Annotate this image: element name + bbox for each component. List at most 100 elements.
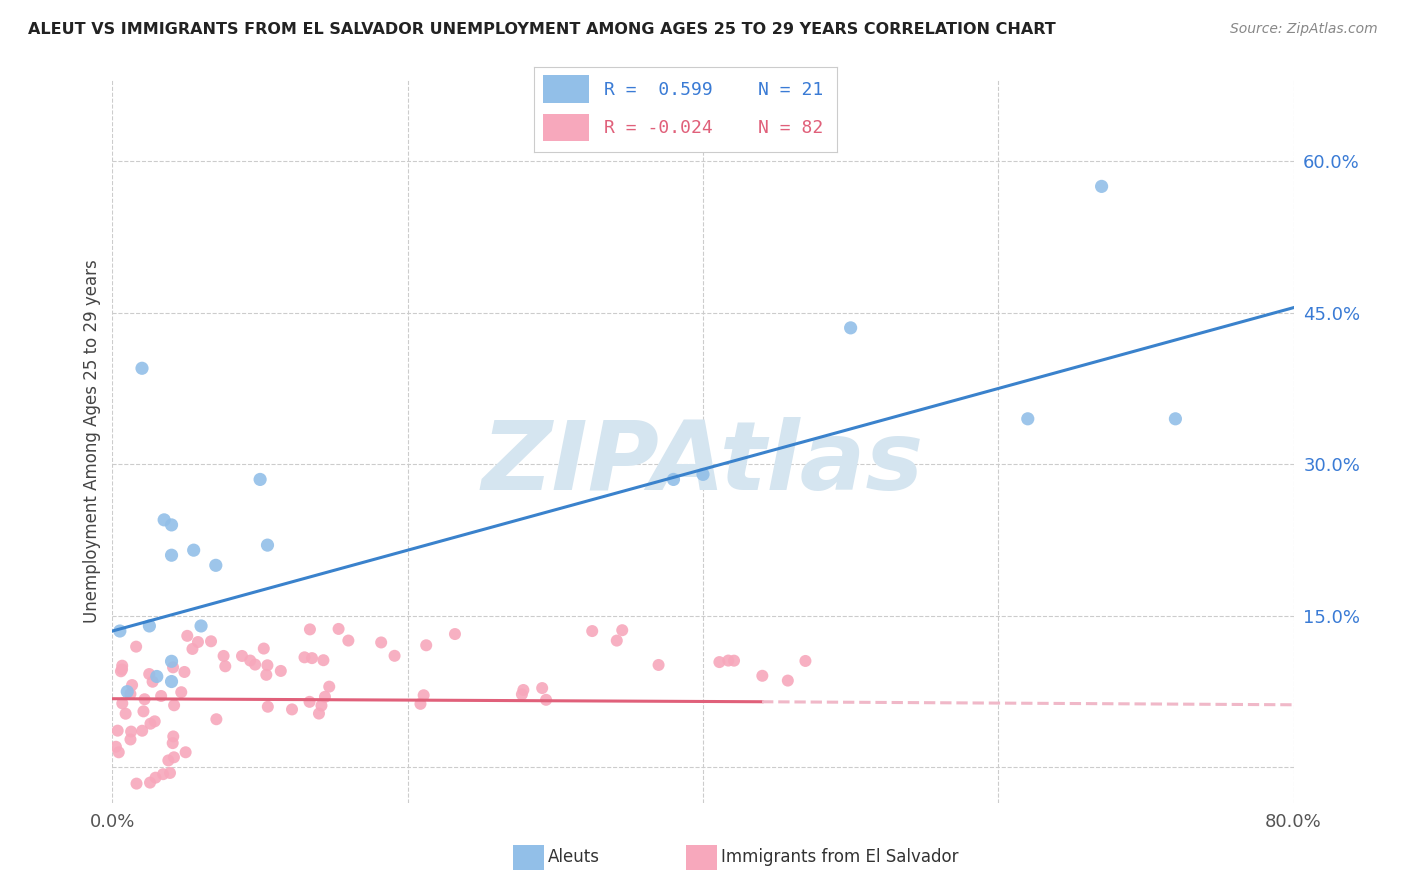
- Point: [190, 619, 212, 633]
- Point: [120, 724, 142, 739]
- Point: [111, 658, 134, 673]
- Point: [444, 627, 467, 641]
- Point: [162, 730, 184, 744]
- Point: [606, 633, 628, 648]
- Point: [231, 648, 253, 663]
- Point: [111, 697, 134, 711]
- Point: [163, 750, 186, 764]
- Point: [512, 683, 534, 698]
- Point: [138, 619, 160, 633]
- Point: [200, 634, 222, 648]
- Point: [311, 698, 333, 713]
- Point: [839, 321, 862, 335]
- Point: [1091, 179, 1114, 194]
- Text: ALEUT VS IMMIGRANTS FROM EL SALVADOR UNEMPLOYMENT AMONG AGES 25 TO 29 YEARS CORR: ALEUT VS IMMIGRANTS FROM EL SALVADOR UNE…: [28, 22, 1056, 37]
- Text: R =  0.599: R = 0.599: [603, 81, 713, 99]
- Point: [249, 472, 271, 486]
- Point: [107, 723, 129, 738]
- FancyBboxPatch shape: [543, 113, 589, 142]
- Point: [205, 558, 228, 573]
- Point: [181, 642, 204, 657]
- FancyBboxPatch shape: [543, 76, 589, 103]
- Point: [212, 648, 235, 663]
- Text: N = 21: N = 21: [758, 81, 824, 99]
- Point: [160, 548, 183, 562]
- Point: [131, 361, 153, 376]
- Point: [312, 653, 335, 667]
- Point: [318, 680, 340, 694]
- Point: [415, 638, 437, 652]
- Point: [117, 684, 138, 698]
- Point: [794, 654, 817, 668]
- Point: [146, 669, 169, 683]
- Point: [114, 706, 136, 721]
- Point: [173, 665, 195, 679]
- Point: [534, 693, 557, 707]
- Point: [143, 714, 166, 729]
- Point: [131, 723, 153, 738]
- Point: [183, 543, 205, 558]
- Point: [281, 702, 304, 716]
- Point: [121, 678, 143, 692]
- Point: [132, 704, 155, 718]
- Point: [412, 688, 434, 702]
- Point: [256, 658, 278, 673]
- Point: [692, 467, 714, 482]
- Point: [160, 674, 183, 689]
- Point: [301, 651, 323, 665]
- Point: [384, 648, 406, 663]
- Point: [110, 665, 132, 679]
- Point: [120, 732, 142, 747]
- Point: [270, 664, 292, 678]
- Point: [581, 624, 603, 638]
- Point: [139, 716, 162, 731]
- Point: [138, 667, 160, 681]
- Point: [125, 640, 148, 654]
- Point: [239, 654, 262, 668]
- Point: [717, 654, 740, 668]
- Text: Source: ZipAtlas.com: Source: ZipAtlas.com: [1230, 22, 1378, 37]
- Point: [157, 753, 180, 767]
- Point: [298, 695, 321, 709]
- Point: [162, 660, 184, 674]
- Point: [139, 775, 162, 789]
- Point: [145, 771, 167, 785]
- Point: [160, 517, 183, 532]
- Point: [409, 697, 432, 711]
- Point: [776, 673, 799, 688]
- Text: N = 82: N = 82: [758, 119, 824, 136]
- Point: [159, 766, 181, 780]
- Point: [662, 472, 685, 486]
- Point: [205, 712, 228, 726]
- Point: [176, 629, 198, 643]
- Point: [298, 623, 321, 637]
- Point: [751, 669, 773, 683]
- Point: [142, 674, 165, 689]
- Point: [1164, 412, 1187, 426]
- Point: [294, 650, 316, 665]
- Text: ZIPAtlas: ZIPAtlas: [482, 417, 924, 509]
- Point: [256, 699, 278, 714]
- Point: [337, 633, 360, 648]
- Point: [709, 655, 731, 669]
- Point: [328, 622, 350, 636]
- Point: [162, 736, 184, 750]
- Point: [134, 692, 156, 706]
- Point: [107, 745, 129, 759]
- Point: [174, 745, 197, 759]
- Point: [254, 668, 277, 682]
- Point: [108, 624, 131, 638]
- Point: [160, 654, 183, 668]
- Point: [531, 681, 554, 695]
- Point: [510, 687, 533, 701]
- Text: Immigrants from El Salvador: Immigrants from El Salvador: [721, 848, 959, 866]
- Point: [253, 641, 276, 656]
- Point: [163, 698, 186, 713]
- Point: [153, 513, 176, 527]
- Point: [243, 657, 266, 672]
- Y-axis label: Unemployment Among Ages 25 to 29 years: Unemployment Among Ages 25 to 29 years: [83, 260, 101, 624]
- Point: [111, 662, 134, 676]
- Point: [170, 685, 193, 699]
- Text: Aleuts: Aleuts: [548, 848, 600, 866]
- Point: [612, 624, 634, 638]
